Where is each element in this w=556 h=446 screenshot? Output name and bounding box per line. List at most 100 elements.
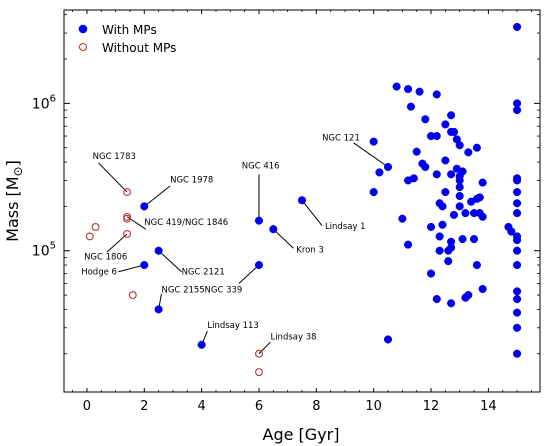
annotation-label: NGC 1806 bbox=[84, 253, 127, 263]
x-axis-ticks: 0 2 4 6 8 10 12 14 bbox=[72, 10, 532, 414]
point-with-mps bbox=[426, 269, 436, 278]
point-with-mps bbox=[455, 141, 464, 150]
point-without-mps bbox=[123, 214, 132, 223]
point-with-mps bbox=[475, 193, 484, 202]
point-with-mps bbox=[438, 202, 447, 211]
point-with-mps bbox=[254, 216, 264, 225]
legend-label-with-mps: With MPs bbox=[102, 23, 157, 37]
point-with-mps bbox=[513, 349, 522, 358]
point-with-mps bbox=[383, 335, 393, 344]
annotation-label: NGC 1978 bbox=[170, 176, 213, 186]
point-with-mps bbox=[513, 246, 522, 255]
point-with-mps bbox=[375, 168, 384, 177]
point-with-mps bbox=[513, 287, 522, 296]
annotation-label: NGC 419/NGC 1846 bbox=[144, 218, 228, 228]
x-tick-label: 4 bbox=[197, 399, 205, 414]
point-with-mps bbox=[432, 295, 441, 304]
point-with-mps bbox=[409, 174, 418, 183]
point-with-mps bbox=[435, 232, 444, 241]
point-with-mps bbox=[513, 323, 522, 332]
annotation-label: Kron 3 bbox=[296, 246, 324, 256]
annotation-leader-line bbox=[258, 341, 271, 355]
point-with-mps bbox=[412, 147, 421, 156]
point-with-mps bbox=[469, 235, 479, 244]
annotation-leader-line bbox=[158, 250, 182, 273]
y-tick-label: 106 bbox=[32, 93, 56, 112]
annotation-label: NGC 416 bbox=[242, 162, 280, 172]
point-without-mps bbox=[91, 222, 100, 231]
annotation-leader-line bbox=[353, 142, 389, 168]
point-with-mps bbox=[415, 87, 424, 96]
annotation-leader-line bbox=[98, 162, 128, 193]
point-with-mps bbox=[438, 220, 447, 229]
point-with-mps bbox=[404, 240, 413, 249]
point-with-mps bbox=[421, 115, 430, 124]
annotation-leader-line bbox=[143, 185, 171, 207]
point-with-mps bbox=[449, 127, 459, 136]
point-with-mps bbox=[478, 212, 487, 221]
point-with-mps bbox=[513, 99, 522, 108]
point-with-mps bbox=[455, 176, 464, 185]
point-with-mps bbox=[447, 299, 456, 308]
point-with-mps bbox=[426, 222, 436, 231]
x-tick-label: 14 bbox=[480, 399, 497, 414]
point-with-mps bbox=[472, 143, 481, 152]
point-with-mps bbox=[383, 162, 393, 172]
point-with-mps bbox=[432, 170, 441, 179]
point-with-mps bbox=[461, 209, 470, 218]
x-tick-label: 10 bbox=[365, 399, 382, 414]
point-with-mps bbox=[444, 257, 453, 266]
point-with-mps bbox=[441, 120, 450, 129]
annotation-leader-line bbox=[106, 233, 128, 253]
point-with-mps bbox=[447, 170, 456, 179]
x-tick-label: 6 bbox=[255, 399, 263, 414]
point-with-mps bbox=[513, 308, 522, 317]
point-with-mps bbox=[297, 196, 307, 205]
point-with-mps bbox=[513, 106, 522, 115]
point-with-mps bbox=[432, 90, 441, 99]
point-with-mps bbox=[441, 156, 450, 165]
annotations: NGC 1783 NGC 1978 NGC 419/NGC 1846 NGC 1806… bbox=[81, 133, 389, 355]
legend: With MPs Without MPs bbox=[78, 23, 176, 55]
point-without-mps bbox=[123, 229, 132, 238]
point-with-mps bbox=[447, 243, 456, 252]
x-tick-label: 2 bbox=[140, 399, 148, 414]
annotation-label: NGC 121 bbox=[322, 133, 360, 143]
point-with-mps bbox=[464, 148, 473, 157]
point-without-mps bbox=[123, 188, 132, 197]
annotation-leader-line bbox=[238, 264, 260, 284]
annotation-leader-line bbox=[301, 199, 323, 226]
point-with-mps bbox=[254, 260, 264, 270]
point-with-mps bbox=[458, 167, 467, 176]
point-with-mps bbox=[513, 188, 522, 197]
point-with-mps bbox=[441, 188, 450, 197]
point-without-mps bbox=[255, 368, 263, 377]
x-tick-label: 12 bbox=[423, 399, 440, 414]
point-with-mps bbox=[455, 191, 464, 201]
point-with-mps bbox=[458, 235, 467, 244]
y-tick-label: 105 bbox=[32, 241, 56, 260]
point-with-mps bbox=[513, 209, 522, 218]
point-with-mps bbox=[513, 22, 522, 31]
annotation-leader-line bbox=[118, 264, 145, 273]
point-with-mps bbox=[369, 137, 378, 146]
x-tick-label: 8 bbox=[312, 399, 320, 414]
point-with-mps bbox=[406, 102, 416, 111]
point-without-mps bbox=[255, 349, 263, 358]
x-axis-label: Age [Gyr] bbox=[263, 425, 340, 444]
annotation-label: NGC 2121 bbox=[182, 267, 225, 277]
point-with-mps bbox=[513, 236, 522, 245]
point-with-mps bbox=[478, 178, 487, 187]
point-without-mps bbox=[85, 232, 94, 241]
point-with-mps bbox=[447, 111, 456, 120]
annotation-label: Lindsay 1 bbox=[325, 222, 366, 232]
point-with-mps bbox=[513, 176, 522, 185]
annotation-label: Lindsay 113 bbox=[207, 321, 258, 331]
point-with-mps bbox=[154, 305, 163, 314]
point-with-mps bbox=[507, 227, 516, 236]
point-with-mps bbox=[513, 295, 522, 304]
point-with-mps bbox=[154, 246, 163, 255]
point-with-mps bbox=[398, 214, 407, 223]
point-with-mps bbox=[432, 132, 441, 141]
point-with-mps bbox=[197, 340, 206, 349]
